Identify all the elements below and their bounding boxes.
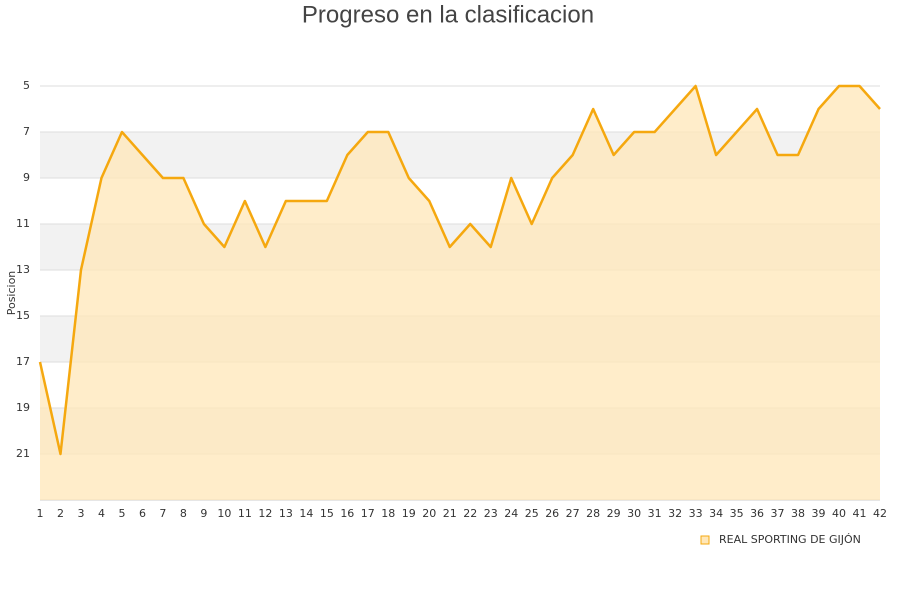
x-tick-label: 2 — [57, 507, 64, 520]
x-tick-label: 20 — [422, 507, 436, 520]
x-tick-label: 41 — [853, 507, 867, 520]
x-tick-label: 22 — [463, 507, 477, 520]
x-tick-label: 36 — [750, 507, 764, 520]
x-tick-label: 10 — [217, 507, 231, 520]
x-tick-label: 40 — [832, 507, 846, 520]
x-tick-label: 25 — [525, 507, 539, 520]
x-tick-label: 7 — [159, 507, 166, 520]
x-tick-label: 6 — [139, 507, 146, 520]
x-tick-label: 1 — [37, 507, 44, 520]
x-tick-label: 9 — [200, 507, 207, 520]
x-tick-label: 3 — [77, 507, 84, 520]
line — [38, 84, 881, 456]
y-tick-label: 19 — [16, 401, 30, 414]
x-tick-label: 23 — [484, 507, 498, 520]
x-tick-label: 15 — [320, 507, 334, 520]
x-tick-label: 27 — [566, 507, 580, 520]
x-tick-label: 14 — [299, 507, 313, 520]
x-tick-label: 38 — [791, 507, 805, 520]
y-tick-label: 9 — [23, 171, 30, 184]
x-tick-label: 11 — [238, 507, 252, 520]
x-tick-label: 28 — [586, 507, 600, 520]
x-tick-label: 24 — [504, 507, 518, 520]
y-axis-label: Posicion — [5, 271, 18, 316]
y-tick-label: 11 — [16, 217, 30, 230]
x-tick-label: 16 — [340, 507, 354, 520]
x-tick-label: 31 — [648, 507, 662, 520]
x-tick-label: 37 — [771, 507, 785, 520]
x-tick-label: 33 — [689, 507, 703, 520]
y-tick-label: 21 — [16, 447, 30, 460]
x-tick-label: 19 — [402, 507, 416, 520]
chart-title: Progreso en la clasificacion — [302, 1, 594, 28]
x-tick-label: 12 — [258, 507, 272, 520]
x-tick-label: 35 — [730, 507, 744, 520]
x-tick-label: 42 — [873, 507, 887, 520]
y-tick-label: 5 — [23, 79, 30, 92]
x-tick-label: 18 — [381, 507, 395, 520]
y-tick-label: 17 — [16, 355, 30, 368]
x-tick-label: 39 — [812, 507, 826, 520]
legend-marker — [700, 535, 710, 545]
y-tick-label: 7 — [23, 125, 30, 138]
x-tick-label: 4 — [98, 507, 105, 520]
y-tick-label: 13 — [16, 263, 30, 276]
x-tick-label: 21 — [443, 507, 457, 520]
x-tick-label: 34 — [709, 507, 723, 520]
legend-label: REAL SPORTING DE GIJÓN — [719, 533, 861, 546]
x-tick-label: 30 — [627, 507, 641, 520]
x-tick-label: 13 — [279, 507, 293, 520]
x-tick-label: 26 — [545, 507, 559, 520]
x-tick-label: 8 — [180, 507, 187, 520]
x-tick-label: 32 — [668, 507, 682, 520]
x-tick-label: 17 — [361, 507, 375, 520]
x-tick-label: 5 — [118, 507, 125, 520]
y-tick-label: 15 — [16, 309, 30, 322]
x-tick-label: 29 — [607, 507, 621, 520]
area — [40, 86, 880, 500]
